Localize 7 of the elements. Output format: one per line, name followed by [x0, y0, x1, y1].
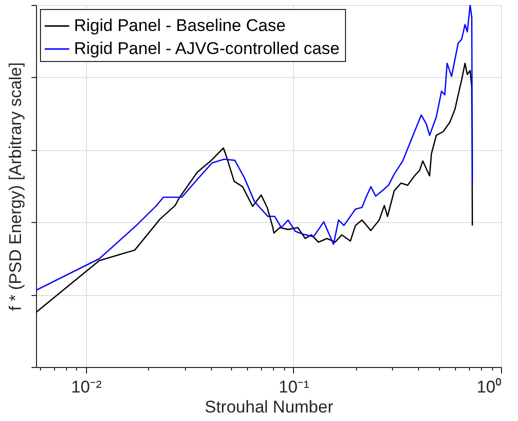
x-tick-label: 10⁰ [476, 378, 502, 396]
legend-label: Rigid Panel - Baseline Case [74, 16, 286, 35]
x-tick-label: 10⁻² [71, 378, 102, 396]
x-axis-title: Strouhal Number [204, 398, 334, 416]
y-axis-title: f * (PSD Energy) [Arbitrary scale] [6, 62, 25, 311]
x-tick-label: 10⁻¹ [278, 378, 310, 396]
legend-label: Rigid Panel - AJVG-controlled case [74, 39, 340, 58]
